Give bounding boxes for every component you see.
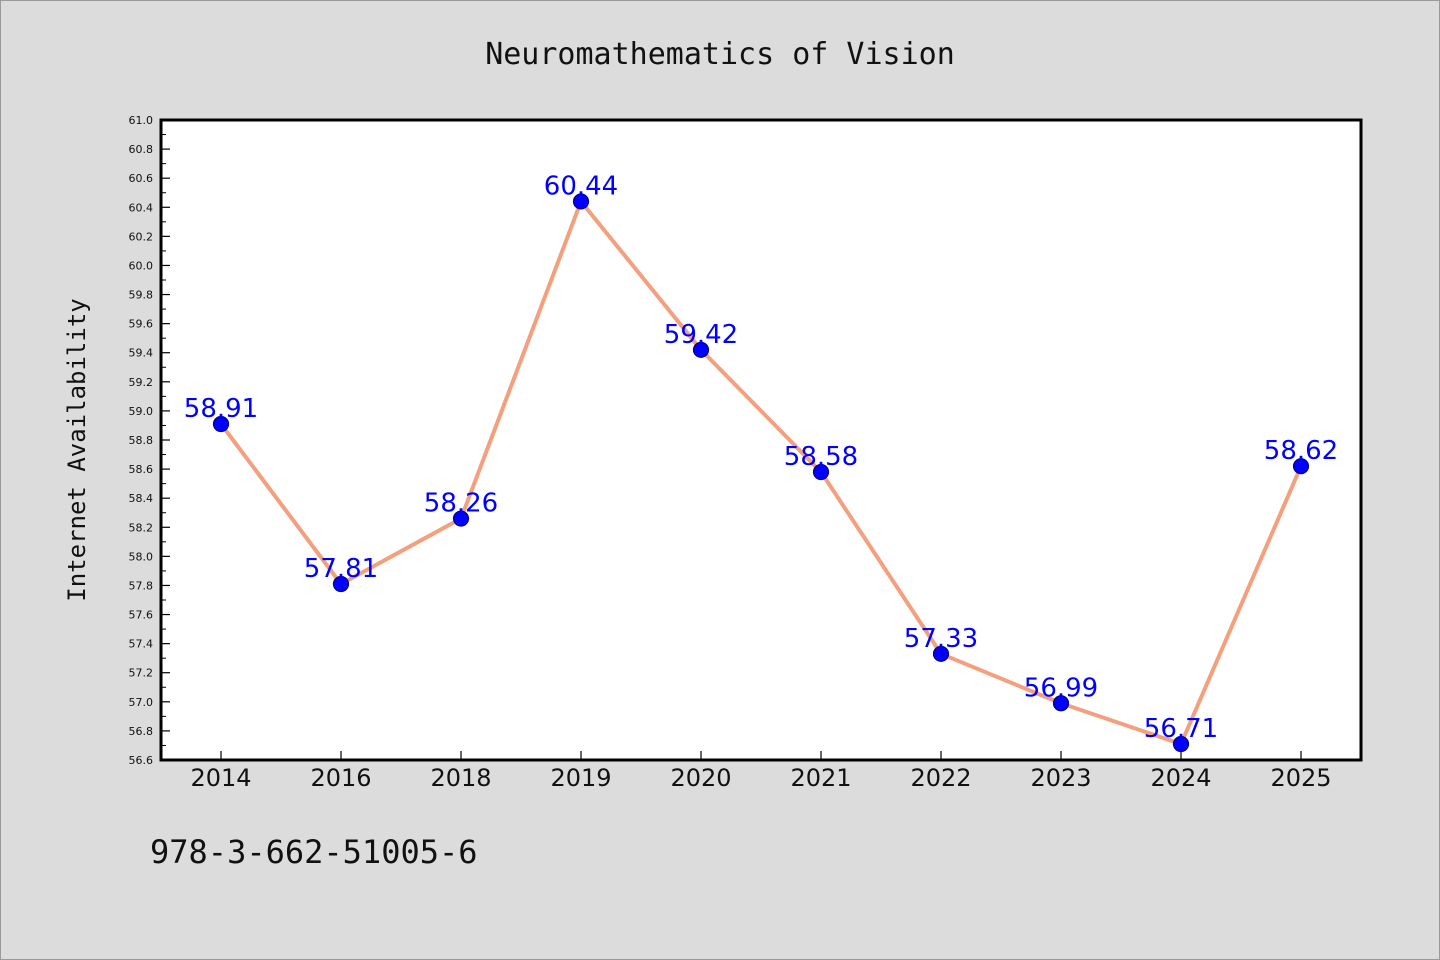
y-tick-label: 60.8	[129, 143, 154, 156]
y-tick-label: 60.6	[129, 172, 154, 185]
y-tick-label: 57.6	[129, 609, 154, 622]
chart-title: Neuromathematics of Vision	[485, 37, 955, 72]
data-label: 58.62	[1264, 436, 1338, 466]
y-tick-label: 58.6	[129, 463, 154, 476]
plot-frame	[159, 118, 1363, 762]
x-tick-label: 2019	[550, 764, 611, 792]
x-tick-label: 2020	[670, 764, 731, 792]
y-tick-label: 56.6	[129, 754, 154, 767]
data-point	[1052, 695, 1070, 712]
data-label: 59.42	[664, 320, 738, 350]
y-tick-label: 59.0	[129, 405, 154, 418]
y-tick-label: 59.6	[129, 318, 154, 331]
data-point	[212, 415, 230, 433]
y-tick-label: 59.4	[129, 347, 154, 360]
data-label: 56.99	[1024, 673, 1098, 703]
data-point	[1172, 735, 1190, 753]
y-tick-label: 60.0	[129, 259, 154, 272]
data-points	[212, 193, 1310, 753]
y-axis-label: Internet Availability	[63, 298, 91, 601]
data-label: 58.26	[424, 489, 498, 519]
y-tick-label: 56.8	[129, 725, 154, 738]
x-tick-label: 2018	[430, 764, 491, 792]
y-tick-label: 57.0	[129, 696, 154, 709]
y-tick-label: 57.4	[129, 638, 154, 651]
x-tick-label: 2021	[790, 764, 851, 792]
data-label: 58.91	[184, 394, 258, 424]
data-label: 60.44	[544, 171, 618, 201]
x-tick-label: 2024	[1150, 764, 1211, 792]
x-tick-label: 2014	[190, 764, 251, 792]
series-line	[219, 199, 1303, 746]
x-tick-label: 2022	[910, 764, 971, 792]
isbn-label: 978-3-662-51005-6	[150, 833, 478, 871]
data-point	[332, 575, 350, 593]
data-label: 58.58	[784, 442, 858, 472]
data-point	[572, 193, 590, 210]
data-labels: 58.91 57.81 58.26 60.44 59.42 58.58 57.33 56.99…	[184, 171, 1338, 744]
y-tick-label: 58.4	[129, 492, 154, 505]
x-tick-label: 2025	[1270, 764, 1331, 792]
plot-area	[161, 120, 1361, 760]
x-tick-label: 2016	[310, 764, 371, 792]
y-tick-label: 57.8	[129, 579, 154, 592]
x-axis-ticks: 2014 2016 2018 2019 2020 2021 2022 2023 2024 2025	[190, 751, 1332, 792]
data-point	[1292, 458, 1310, 475]
data-label: 57.33	[904, 624, 978, 654]
data-point	[452, 510, 470, 527]
y-tick-label: 60.2	[129, 230, 154, 243]
data-point	[692, 341, 710, 358]
y-tick-label: 59.2	[129, 376, 154, 389]
y-tick-label: 59.8	[129, 289, 154, 302]
y-axis-ticks: 56.6 56.8 57.0 57.2 57.4 57.6 57.8 58.0 58.2 58.4…	[129, 114, 170, 767]
data-label: 56.71	[1144, 714, 1218, 744]
y-tick-label: 58.0	[129, 550, 154, 563]
data-label: 57.81	[304, 554, 378, 584]
y-tick-label: 58.2	[129, 521, 154, 534]
y-tick-label: 57.2	[129, 667, 154, 680]
data-point	[812, 463, 830, 481]
y-tick-label: 61.0	[129, 114, 154, 127]
y-tick-label: 60.4	[129, 201, 154, 214]
data-point	[932, 645, 950, 662]
x-tick-label: 2023	[1030, 764, 1091, 792]
y-tick-label: 58.8	[129, 434, 154, 447]
